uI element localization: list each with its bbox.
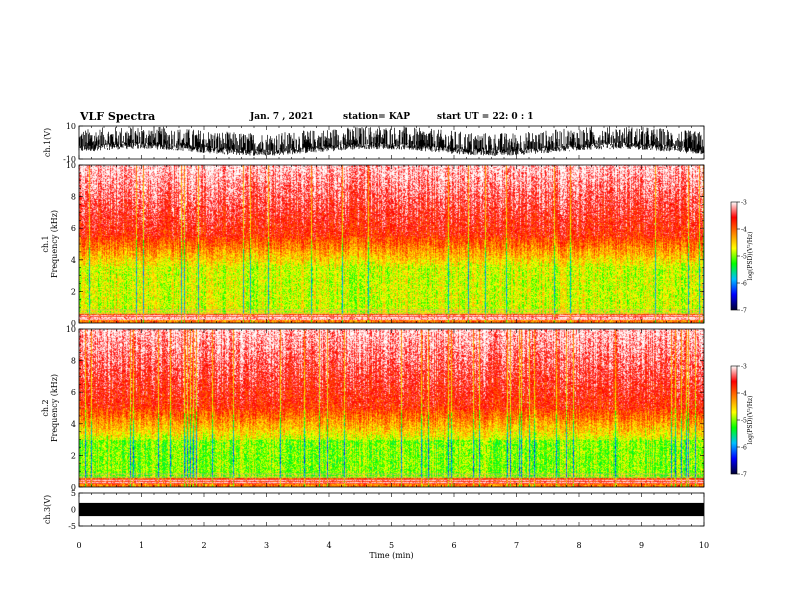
y-tick-label: -5 (68, 522, 76, 531)
x-tick-label: 7 (514, 541, 519, 550)
ch3-waveform-series (79, 502, 704, 517)
y-tick-label: 10 (66, 122, 76, 131)
ch1-spectrogram (79, 165, 704, 323)
x-tick-label: 9 (639, 541, 644, 550)
y-axis-label: ch.3(V) (43, 495, 52, 524)
ch1-waveform-series (78, 126, 705, 156)
y-axis-label-channel: ch.2 (41, 399, 50, 416)
ch1-spectrogram-colorbar-tick-label: -7 (741, 308, 747, 315)
station-label: station= KAP (343, 112, 411, 122)
y-axis-label: ch.1(V) (43, 128, 52, 157)
x-tick-label: 3 (264, 541, 269, 550)
y-tick-label: 2 (71, 451, 76, 460)
y-tick-label: 4 (71, 256, 76, 265)
y-tick-label: 6 (71, 224, 76, 233)
ch2-spectrogram (79, 329, 704, 487)
y-tick-label: 6 (71, 388, 76, 397)
ch2-spectrogram-colorbar (730, 365, 738, 475)
ch1-spectrogram-colorbar (730, 201, 738, 311)
x-tick-label: 0 (76, 541, 81, 550)
x-tick-label: 1 (139, 541, 144, 550)
ch2-spectrogram-colorbar-label: log(PSD)(V²/Hz) (747, 396, 754, 445)
x-tick-label: 5 (389, 541, 394, 550)
ch2-spectrogram-colorbar-tick-label: -6 (741, 445, 747, 452)
y-tick-label: 10 (66, 325, 76, 334)
x-tick-label: 8 (576, 541, 581, 550)
y-tick-label: 8 (71, 193, 76, 202)
y-tick-label: 0 (71, 483, 76, 492)
x-tick-label: 2 (201, 541, 206, 550)
y-tick-label: 5 (71, 489, 76, 498)
x-axis-label: Time (min) (369, 551, 413, 560)
ch2-spectrogram-colorbar-tick-label: -5 (741, 418, 747, 425)
chart-title: VLF Spectra (80, 110, 156, 123)
x-tick-label: 10 (699, 541, 709, 550)
y-tick-label: 0 (71, 319, 76, 328)
y-axis-label-frequency: Frequency (kHz) (50, 210, 59, 278)
date-label: Jan. 7 , 2021 (250, 112, 314, 122)
start-time-label: start UT = 22: 0 : 1 (437, 112, 534, 122)
ch1-spectrogram-colorbar-tick-label: -4 (741, 227, 747, 234)
ch1-spectrogram-colorbar-tick-label: -3 (741, 200, 747, 207)
x-tick-label: 4 (326, 541, 331, 550)
ch1-spectrogram-colorbar-tick-label: -6 (741, 281, 747, 288)
y-tick-label: 10 (66, 161, 76, 170)
ch2-spectrogram-colorbar-tick-label: -4 (741, 391, 747, 398)
ch2-spectrogram-colorbar-tick-label: -7 (741, 472, 747, 479)
ch1-spectrogram-colorbar-tick-label: -5 (741, 254, 747, 261)
y-axis-label-frequency: Frequency (kHz) (50, 374, 59, 442)
y-tick-label: 8 (71, 357, 76, 366)
x-tick-label: 6 (451, 541, 456, 550)
ch1-spectrogram-colorbar-label: log(PSD)(V²/Hz) (747, 232, 754, 281)
y-axis-label-channel: ch.1 (41, 235, 50, 252)
y-tick-label: 0 (71, 506, 76, 515)
ch2-spectrogram-colorbar-tick-label: -3 (741, 364, 747, 371)
y-tick-label: 4 (71, 420, 76, 429)
y-tick-label: -10 (63, 155, 76, 164)
y-tick-label: 2 (71, 287, 76, 296)
